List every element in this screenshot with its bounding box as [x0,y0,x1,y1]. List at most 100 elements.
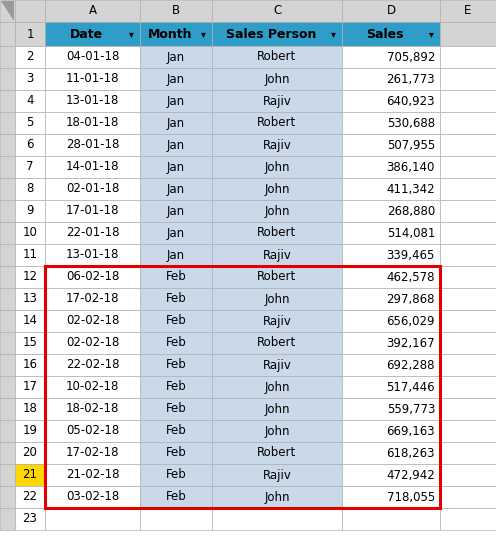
Text: Jan: Jan [167,72,185,86]
Bar [0,310,15,332]
Bar [212,376,342,398]
Bar [212,112,342,134]
Bar [212,442,342,464]
Text: John: John [264,204,290,217]
Bar [440,200,496,222]
Bar [212,156,342,178]
Bar [212,486,342,508]
Text: Sales: Sales [366,28,404,40]
Bar [45,266,440,508]
Bar [440,0,496,22]
Bar [0,464,15,486]
Text: 507,955: 507,955 [387,139,435,151]
Bar [140,420,212,442]
Text: John: John [264,380,290,394]
Bar [45,464,140,486]
Text: ▾: ▾ [330,29,335,39]
Bar [15,0,45,22]
Text: Feb: Feb [166,358,186,371]
Text: 14: 14 [22,315,38,327]
Text: Rajiv: Rajiv [262,139,292,151]
Bar [342,288,440,310]
Bar [342,178,440,200]
Bar [0,22,15,46]
Bar [15,46,45,68]
Bar [0,244,15,266]
Bar [140,310,212,332]
Text: 17-01-18: 17-01-18 [66,204,119,217]
Text: 462,578: 462,578 [386,270,435,284]
Bar [342,244,440,266]
Bar [212,178,342,200]
Text: Rajiv: Rajiv [262,248,292,262]
Text: 05-02-18: 05-02-18 [66,424,119,438]
Bar [440,486,496,508]
Text: 22: 22 [22,491,38,503]
Bar [140,354,212,376]
Bar [342,332,440,354]
Bar [15,90,45,112]
Bar [0,46,15,68]
Bar [212,68,342,90]
Bar [15,508,45,530]
Text: 6: 6 [26,139,34,151]
Text: 268,880: 268,880 [387,204,435,217]
Text: 02-02-18: 02-02-18 [66,337,119,349]
Bar [15,22,45,46]
Bar [140,288,212,310]
Bar [15,332,45,354]
Bar [0,0,15,22]
Bar [440,508,496,530]
Bar [15,266,45,288]
Text: C: C [273,4,281,18]
Text: 06-02-18: 06-02-18 [66,270,119,284]
Text: 18-02-18: 18-02-18 [66,402,119,416]
Text: 530,688: 530,688 [387,116,435,130]
Text: 640,923: 640,923 [386,94,435,108]
Text: John: John [264,491,290,503]
Bar [440,68,496,90]
Bar [0,442,15,464]
Bar [45,22,140,46]
Bar [0,134,15,156]
Bar [0,156,15,178]
Text: Feb: Feb [166,315,186,327]
Bar [212,200,342,222]
Bar [45,420,140,442]
Bar [140,156,212,178]
Text: Feb: Feb [166,337,186,349]
Bar [342,442,440,464]
Text: 656,029: 656,029 [386,315,435,327]
Bar [342,90,440,112]
Bar [0,354,15,376]
Text: 22-01-18: 22-01-18 [66,226,119,240]
Text: Jan: Jan [167,183,185,195]
Text: 18: 18 [22,402,37,416]
Text: Feb: Feb [166,402,186,416]
Bar [342,222,440,244]
Bar [342,398,440,420]
Text: 261,773: 261,773 [386,72,435,86]
Bar [45,310,140,332]
Text: Date: Date [70,28,103,40]
Bar [45,508,140,530]
Text: Jan: Jan [167,94,185,108]
Bar [440,288,496,310]
Bar [45,178,140,200]
Bar [0,332,15,354]
Bar [212,46,342,68]
Bar [212,90,342,112]
Text: John: John [264,183,290,195]
Text: 11-01-18: 11-01-18 [66,72,119,86]
Bar [15,398,45,420]
Bar [15,376,45,398]
Bar [212,464,342,486]
Bar [140,464,212,486]
Text: E: E [464,4,472,18]
Bar [140,68,212,90]
Text: Rajiv: Rajiv [262,315,292,327]
Text: Robert: Robert [257,116,297,130]
Text: Jan: Jan [167,204,185,217]
Text: 3: 3 [26,72,34,86]
Bar [15,178,45,200]
